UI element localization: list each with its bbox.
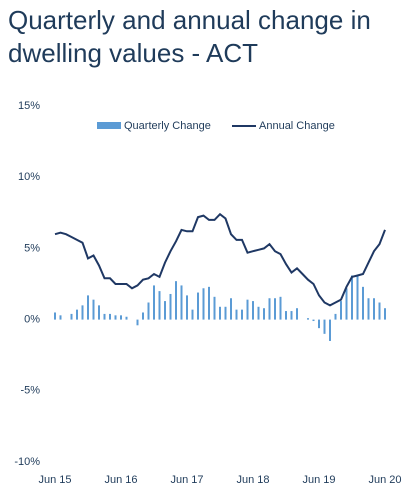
bar: [219, 306, 221, 320]
bar: [164, 301, 166, 320]
legend-swatch: [97, 122, 121, 129]
bar: [125, 316, 128, 320]
bar: [197, 292, 199, 320]
bar: [114, 315, 117, 320]
bar: [334, 313, 337, 320]
bar: [158, 291, 161, 320]
y-tick-label: 0%: [24, 314, 40, 326]
bar: [285, 311, 287, 320]
bar: [373, 298, 375, 320]
bar: [274, 298, 276, 320]
bar: [109, 313, 111, 320]
bar: [235, 309, 238, 320]
bar: [246, 299, 249, 320]
bar: [208, 286, 210, 320]
bar: [54, 312, 56, 320]
legend-label: Annual Change: [259, 120, 335, 132]
x-tick-label: Jun 16: [104, 474, 137, 486]
y-tick-label: 15%: [18, 100, 40, 112]
bar: [257, 306, 260, 320]
x-tick-label: Jun 20: [368, 474, 401, 486]
bar: [318, 319, 320, 329]
bar: [147, 302, 150, 320]
x-tick-label: Jun 19: [302, 474, 335, 486]
bar: [175, 281, 177, 320]
bar: [307, 318, 309, 320]
x-tick-label: Jun 17: [170, 474, 203, 486]
bar: [362, 286, 364, 320]
bar: [252, 301, 254, 320]
bar: [296, 308, 298, 320]
bar: [186, 295, 188, 320]
line: [54, 212, 386, 307]
x-tick-label: Jun 18: [236, 474, 269, 486]
bar: [329, 319, 331, 341]
x-tick-label: Jun 15: [38, 474, 71, 486]
bar: [384, 308, 386, 320]
bar: [76, 309, 78, 320]
bar: [340, 301, 342, 320]
bar: [202, 288, 205, 320]
bar: [230, 298, 232, 320]
bar: [367, 298, 370, 320]
y-tick-label: -10%: [14, 456, 40, 468]
bar: [351, 275, 353, 320]
bar: [153, 285, 155, 320]
bar: [87, 295, 89, 320]
bar: [323, 319, 326, 334]
bar: [263, 308, 265, 320]
y-tick-label: -5%: [20, 385, 40, 397]
bar: [142, 312, 144, 320]
bar: [268, 298, 271, 320]
y-tick-label: 5%: [24, 242, 40, 254]
bar: [191, 309, 194, 320]
bar: [180, 285, 183, 320]
bar: [290, 311, 293, 320]
bar: [92, 299, 95, 320]
bar: [120, 315, 122, 320]
legend-label: Quarterly Change: [124, 120, 211, 132]
bar: [345, 288, 348, 320]
bar: [81, 305, 84, 320]
bar: [169, 293, 172, 320]
chart-title: Quarterly and annual change in dwelling …: [8, 5, 371, 68]
bar: [213, 296, 216, 320]
bar: [378, 302, 381, 320]
bar: [59, 315, 62, 320]
bar: [136, 319, 139, 326]
bar: [279, 296, 282, 320]
y-tick-label: 10%: [18, 171, 40, 183]
bar: [70, 313, 73, 320]
bar: [103, 313, 106, 320]
bar: [312, 319, 315, 322]
bar: [98, 305, 100, 320]
bar: [224, 306, 227, 320]
bar: [356, 275, 359, 320]
bar: [241, 309, 243, 320]
